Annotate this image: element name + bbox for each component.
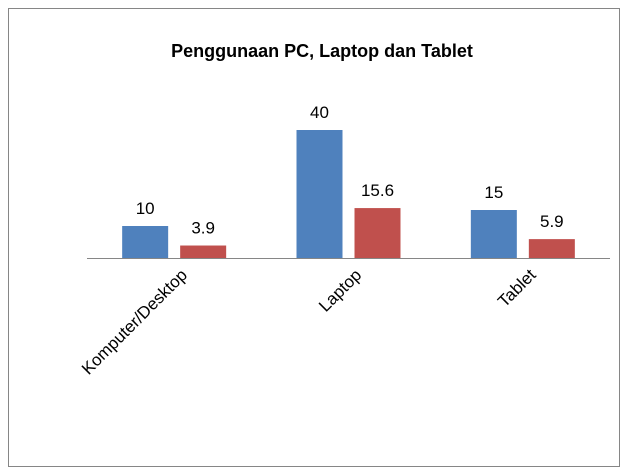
bar <box>180 245 227 258</box>
data-label: 5.9 <box>540 212 564 231</box>
bar <box>122 226 169 258</box>
data-label: 3.9 <box>191 219 215 238</box>
bar <box>528 239 575 258</box>
data-label: 15.6 <box>361 181 394 200</box>
chart-title: Penggunaan PC, Laptop dan Tablet <box>171 41 473 61</box>
bar <box>296 130 343 258</box>
data-label: 40 <box>310 103 329 122</box>
data-label: 10 <box>136 199 155 218</box>
bar <box>354 208 401 258</box>
data-label: 15 <box>484 183 503 202</box>
bar <box>470 210 517 258</box>
